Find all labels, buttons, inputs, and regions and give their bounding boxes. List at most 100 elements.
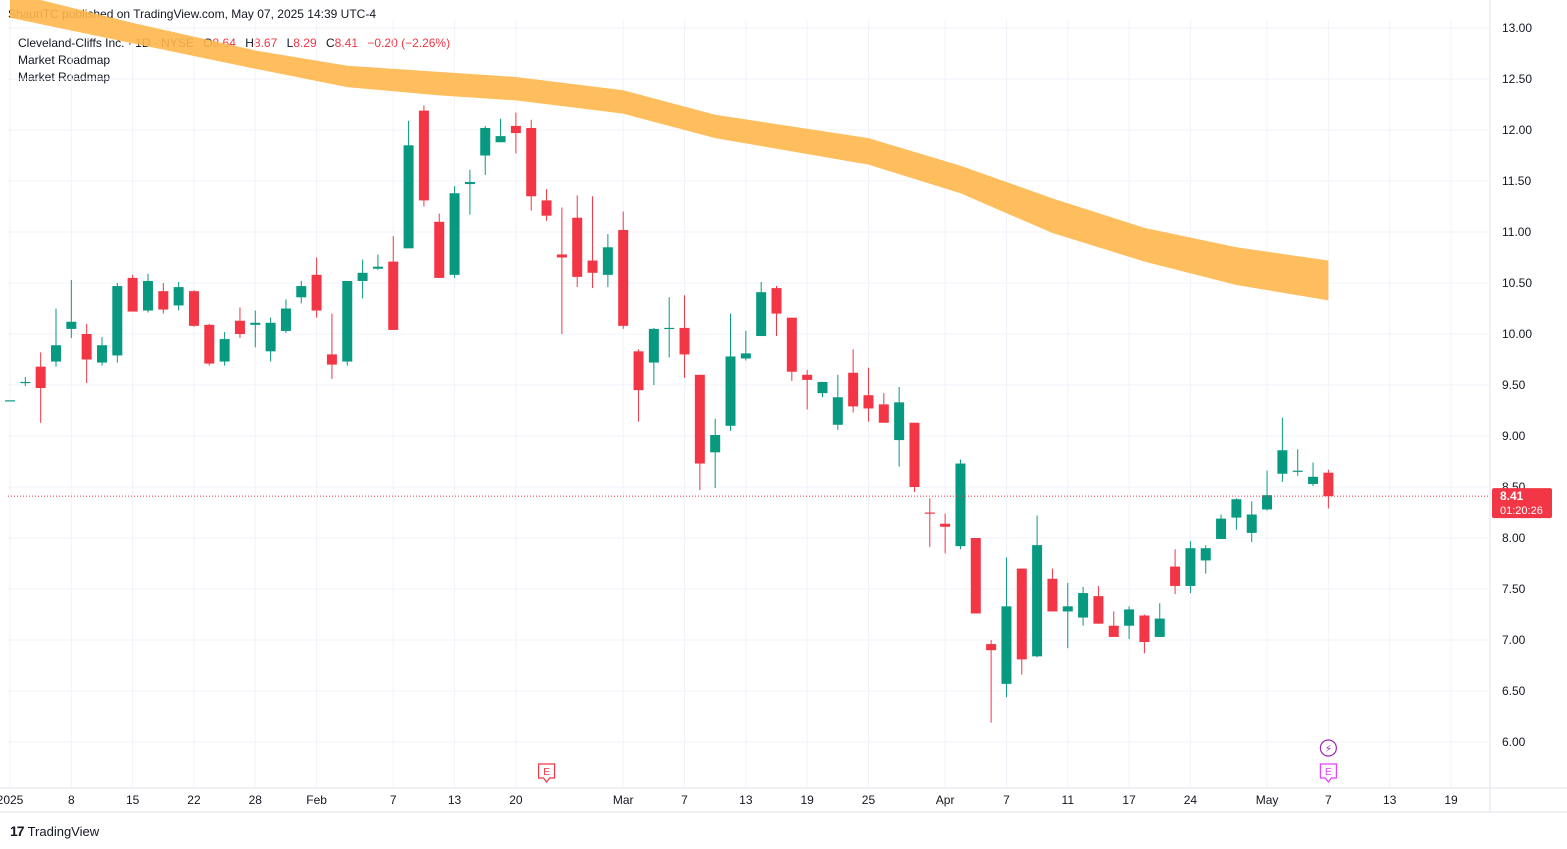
dividend-marker-icon[interactable] [1319,739,1337,757]
candle-body-up[interactable] [142,280,153,311]
candle-body-down[interactable] [1093,596,1104,624]
candle-body-down[interactable] [940,523,951,527]
indicator-legend-2[interactable]: Market Roadmap [18,70,111,84]
candle-body-up[interactable] [449,193,460,275]
candle-body-up[interactable] [664,327,675,330]
candle-body-down[interactable] [541,200,552,216]
candle-body-down[interactable] [188,291,199,326]
candle-body-up[interactable] [342,280,353,362]
candle-body-down[interactable] [909,422,920,487]
candle-body-up[interactable] [1262,495,1273,510]
candle-body-up[interactable] [296,286,307,298]
candle-body-up[interactable] [280,308,291,331]
candle-body-up[interactable] [894,402,905,441]
candle-body-down[interactable] [633,351,644,391]
candle-body-up[interactable] [1246,514,1257,533]
candle-body-down[interactable] [526,127,537,197]
candle-body-up[interactable] [464,182,475,185]
x-tick-label: 19 [1444,793,1458,807]
candle-body-down[interactable] [234,320,245,334]
candle-body-up[interactable] [173,287,184,306]
candle-body-down[interactable] [556,254,567,258]
candle-body-up[interactable] [1277,450,1288,474]
candle-body-up[interactable] [1216,518,1227,540]
candle-body-up[interactable] [495,136,506,143]
candle-body-down[interactable] [1170,566,1181,586]
candle-body-down[interactable] [35,366,46,389]
candle-body-down[interactable] [81,334,92,360]
candle-body-up[interactable] [480,127,491,156]
candle-body-down[interactable] [510,125,521,134]
candle-body-up[interactable] [817,381,828,394]
candle-body-down[interactable] [204,324,215,364]
candle-body-up[interactable] [1032,545,1043,657]
candle-body-up[interactable] [1124,609,1135,626]
candle-body-down[interactable] [326,354,337,365]
candle-body-down[interactable] [878,404,889,423]
candle-body-up[interactable] [832,397,843,425]
candle-body-up[interactable] [602,247,613,275]
candle-body-up[interactable] [1231,499,1242,518]
candle-body-down[interactable] [1016,568,1027,660]
candle-body-up[interactable] [5,400,15,402]
candle-body-up[interactable] [740,353,751,359]
earnings-marker-icon[interactable] [1319,763,1337,783]
candle-body-down[interactable] [311,274,322,311]
candle-body-down[interactable] [388,261,399,330]
candle-body-up[interactable] [1062,606,1073,612]
candle-body-up[interactable] [725,356,736,426]
candle-body-down[interactable] [924,512,935,514]
candle-body-up[interactable] [96,345,107,363]
candle-body-up[interactable] [265,322,276,352]
candle-body-up[interactable] [955,463,966,547]
candle-body-up[interactable] [1308,476,1319,484]
indicator-legend-1[interactable]: Market Roadmap [18,53,111,67]
x-tick-label: Mar [613,793,634,807]
candle-body-up[interactable] [50,345,61,362]
candle-body-up[interactable] [66,321,77,329]
candle-body-up[interactable] [648,328,659,363]
candle-body-down[interactable] [618,229,629,326]
candle-body-down[interactable] [863,395,874,409]
candle-body-up[interactable] [1200,548,1211,561]
candle-body-up[interactable] [403,145,414,249]
candle-body-down[interactable] [1047,578,1058,612]
candle-body-down[interactable] [127,277,138,312]
candle-body-up[interactable] [357,272,368,281]
candle-body-down[interactable] [587,260,598,273]
candle-body-up[interactable] [219,339,230,362]
candle-body-down[interactable] [434,221,445,278]
bar-countdown: 01:20:26 [1500,505,1543,517]
tradingview-logo[interactable]: 17 TradingView [10,823,99,839]
candle-body-down[interactable] [679,327,690,355]
candle-body-down[interactable] [694,374,705,464]
earnings-marker-icon[interactable] [537,763,556,783]
candle-body-up[interactable] [1185,548,1196,586]
y-tick-label: 8.00 [1502,531,1526,545]
candle-body-up[interactable] [1154,618,1165,637]
candle-body-up[interactable] [1001,606,1012,684]
candle-body-down[interactable] [771,288,782,314]
candle-body-down[interactable] [418,110,429,201]
candle-body-up[interactable] [710,434,721,453]
candle-body-down[interactable] [848,372,859,407]
candle-body-down[interactable] [572,217,583,277]
candle-body-down[interactable] [986,644,997,651]
candle-body-down[interactable] [786,317,797,372]
last-price-value: 8.41 [1500,489,1524,503]
candle-body-up[interactable] [250,322,261,325]
candle-body-up[interactable] [1078,593,1089,618]
candle-body-down[interactable] [1139,615,1150,643]
candle-body-down[interactable] [802,374,813,380]
x-tick-label: 25 [862,793,876,807]
candle-body-down[interactable] [1323,472,1334,497]
candle-body-down[interactable] [158,291,169,310]
candle-body-up[interactable] [1292,470,1303,472]
candle-body-up[interactable] [372,266,383,269]
candle-body-down[interactable] [1108,625,1119,637]
candle-body-up[interactable] [756,292,767,337]
candle-body-down[interactable] [970,538,981,614]
candle-body-up[interactable] [20,381,31,384]
candle-body-up[interactable] [112,286,123,356]
